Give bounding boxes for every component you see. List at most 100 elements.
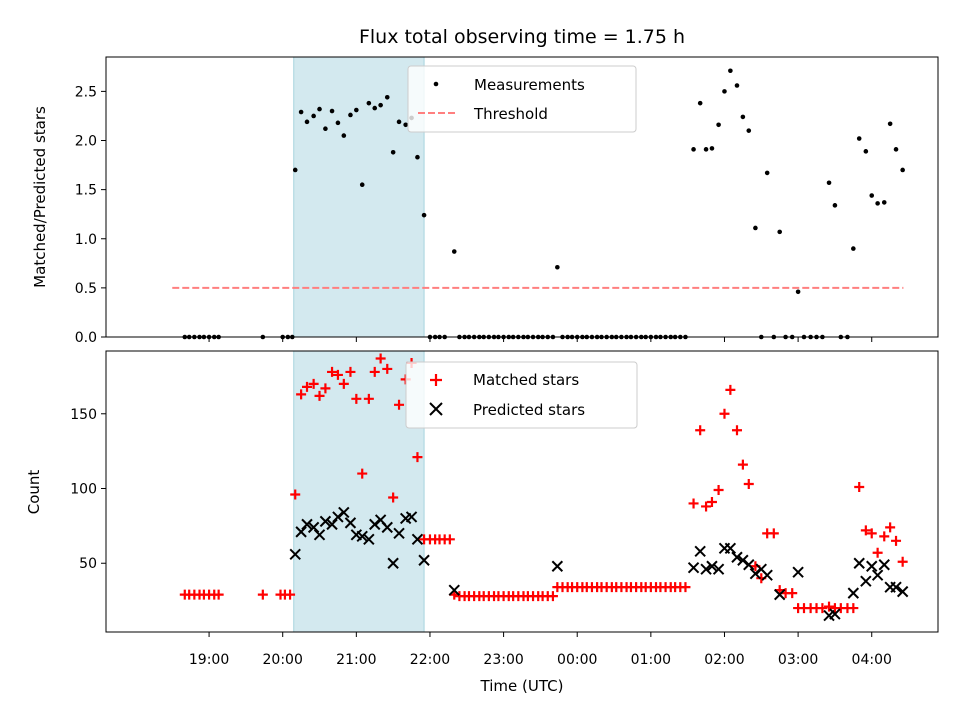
matched-stars-point <box>713 485 724 496</box>
predicted-stars-point <box>878 559 890 571</box>
measurements-point <box>555 264 560 270</box>
count-y-tick-label: 50 <box>79 556 97 572</box>
matched-stars-point <box>302 381 313 392</box>
predicted-stars-point <box>829 608 841 620</box>
count-panel-frame <box>105 350 939 633</box>
ratio-y-tick-label: 0.5 <box>75 281 97 297</box>
matched-stars-point <box>257 589 268 600</box>
count-panel-y-axis-title: Count <box>25 470 43 515</box>
matched-stars-point <box>897 556 908 567</box>
matched-stars-point <box>363 393 374 404</box>
measurements-point <box>851 246 856 251</box>
predicted-stars-point <box>363 533 375 546</box>
predicted-stars-point <box>301 518 313 531</box>
x-tick-label: 19:00 <box>189 652 229 668</box>
predicted-stars-point <box>724 542 737 555</box>
measurements-point <box>703 147 709 152</box>
matched-stars-point <box>695 425 706 436</box>
matched-stars-point <box>768 528 779 539</box>
ratio-y-tick-label: 0.0 <box>75 330 97 346</box>
count-panel-highlight-span <box>293 350 425 633</box>
matched-stars-point <box>872 547 883 558</box>
matched-stars-point <box>817 603 828 614</box>
predicted-stars-point <box>405 511 418 523</box>
predicted-stars-point <box>295 526 307 538</box>
measurements-point <box>292 167 298 173</box>
matched-stars-point <box>345 366 356 377</box>
measurements-point <box>740 114 746 120</box>
ratio-y-tick-label: 2.0 <box>75 134 97 150</box>
measurements-point <box>722 89 727 94</box>
predicted-stars-point <box>761 569 773 581</box>
measurements-point <box>716 122 721 128</box>
measurements-point <box>900 167 905 173</box>
predicted-stars-point <box>890 581 902 593</box>
predicted-stars-point <box>896 585 909 598</box>
matched-stars-point <box>290 489 301 500</box>
predicted-stars-point <box>860 575 872 587</box>
x-tick-label: 23:00 <box>483 652 523 668</box>
measurements-point <box>341 133 347 138</box>
measurements-point <box>753 225 758 231</box>
matched-stars-point <box>787 588 798 599</box>
predicted-stars-point <box>731 551 743 563</box>
matched-stars-point <box>332 369 343 380</box>
measurements-point <box>728 68 733 74</box>
measurements-point <box>697 100 703 106</box>
matched-stars-point <box>725 384 736 395</box>
matched-stars-point <box>848 603 859 614</box>
matched-stars-point <box>382 363 393 374</box>
predicted-stars-point <box>393 527 405 540</box>
predicted-stars-point <box>326 518 338 531</box>
ratio-panel: 0.0 0.5 1.0 1.5 2.0 2.5 Matched/Predicted sta… <box>31 56 939 346</box>
legend-predicted-stars-label: Predicted stars <box>473 401 585 419</box>
x-tick-label: 01:00 <box>631 652 671 668</box>
predicted-stars-point <box>866 560 878 572</box>
measurements-point <box>298 109 304 115</box>
predicted-stars-point <box>712 563 725 575</box>
predicted-stars-point <box>792 566 804 578</box>
predicted-stars-point <box>743 559 755 571</box>
predicted-stars-point <box>319 515 332 528</box>
legend-threshold-label: Threshold <box>473 105 548 123</box>
matched-stars-point <box>879 531 890 542</box>
predicted-stars-point <box>551 560 564 572</box>
chart-title: Flux total observing time = 1.75 h <box>359 26 685 48</box>
predicted-stars-point <box>706 560 718 572</box>
measurements-point <box>384 94 390 100</box>
matched-stars-point <box>860 525 871 536</box>
matched-stars-point <box>854 482 865 493</box>
ratio-panel-legend: Measurements Threshold <box>407 65 637 133</box>
legend-measurements-marker <box>433 81 439 87</box>
measurements-point <box>415 154 420 160</box>
x-axis-title: Time (UTC) <box>480 677 564 695</box>
predicted-stars-point <box>418 554 430 566</box>
measurements-point <box>832 203 838 208</box>
predicted-stars-point <box>387 557 399 569</box>
matched-stars-point <box>824 601 835 612</box>
matched-stars-point <box>444 534 455 545</box>
measurements-point <box>691 147 696 152</box>
measurements-point <box>323 126 328 132</box>
measurements-point <box>372 105 378 111</box>
matched-stars-point <box>706 496 717 507</box>
x-tick-label: 03:00 <box>778 652 818 668</box>
matched-stars-point <box>731 425 742 436</box>
x-tick-label: 21:00 <box>336 652 376 668</box>
matched-stars-point <box>213 589 224 600</box>
matched-stars-point <box>285 589 296 600</box>
measurements-point <box>378 102 383 108</box>
x-tick-label: 02:00 <box>704 652 744 668</box>
matched-stars-point <box>327 366 338 377</box>
ratio-panel-legend-box <box>407 65 637 133</box>
matched-stars-point <box>701 501 712 512</box>
matched-stars-point <box>351 393 362 404</box>
measurements-point <box>764 170 770 176</box>
measurements-point <box>777 229 782 235</box>
measurements-point <box>396 119 402 125</box>
measurements-point <box>390 149 396 155</box>
matched-stars-point <box>688 498 699 509</box>
measurements-point <box>875 201 880 206</box>
matched-stars-point <box>680 582 691 593</box>
